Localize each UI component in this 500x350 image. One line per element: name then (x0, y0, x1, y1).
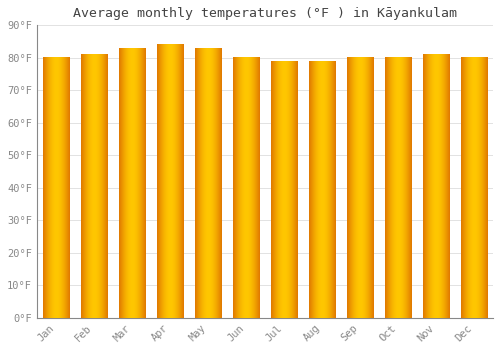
Title: Average monthly temperatures (°F ) in Kāyankulam: Average monthly temperatures (°F ) in Kā… (73, 7, 457, 20)
